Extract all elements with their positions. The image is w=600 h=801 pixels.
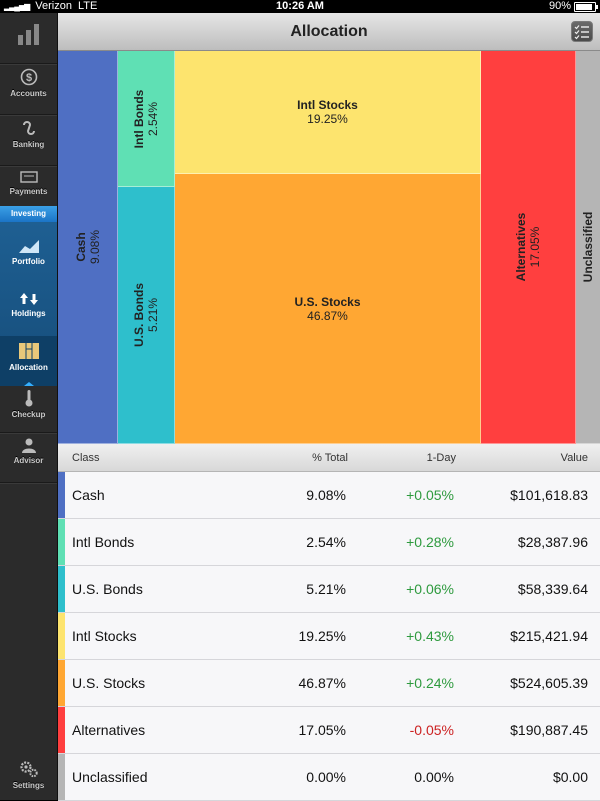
row-pct-total: 9.08%	[306, 487, 346, 503]
network-label: LTE	[77, 0, 98, 12]
row-pct-total: 17.05%	[298, 722, 346, 738]
row-value: $28,387.96	[517, 534, 588, 550]
sidebar-item-settings[interactable]: Settings	[0, 760, 57, 796]
svg-text:$: $	[25, 72, 31, 84]
col-header-class[interactable]: Class	[72, 452, 100, 464]
allocation-treemap: Cash 9.08% Intl Bonds 2.54% U.S. Bonds 5.21…	[58, 51, 600, 444]
treemap-tile-unclassified[interactable]: Unclassified	[576, 51, 600, 444]
treemap-tile-us-bonds[interactable]: U.S. Bonds 5.21%	[118, 187, 175, 444]
row-value: $190,887.45	[510, 722, 588, 738]
page-title: Allocation	[290, 23, 368, 40]
col-header-value[interactable]: Value	[560, 452, 588, 464]
allocation-grid-icon	[18, 343, 39, 359]
row-1-day-change: +0.24%	[406, 675, 454, 691]
sidebar-item-accounts[interactable]: $ Accounts	[0, 68, 57, 112]
col-header-pct-total[interactable]: % Total	[312, 452, 348, 464]
sidebar: $ Accounts Banking Payments Investing Po…	[0, 13, 58, 800]
sidebar-item-holdings[interactable]: Holdings	[0, 284, 57, 332]
nav-bar: Allocation	[58, 13, 600, 51]
status-bar: ▂▃▄▅▆ Verizon LTE 10:26 AM 90%	[0, 0, 600, 13]
row-class: Intl Stocks	[72, 628, 137, 644]
row-class: U.S. Bonds	[72, 581, 143, 597]
payments-icon	[19, 171, 38, 183]
row-1-day-change: +0.43%	[406, 628, 454, 644]
row-pct-total: 0.00%	[306, 769, 346, 785]
sidebar-item-banking[interactable]: Banking	[0, 119, 57, 163]
battery-icon	[574, 1, 598, 12]
table-row[interactable]: U.S. Stocks 46.87% +0.24% $524,605.39	[58, 660, 600, 707]
row-color-swatch	[58, 472, 65, 518]
treemap-tile-us-stocks[interactable]: U.S. Stocks 46.87%	[175, 174, 481, 444]
signal-bars-icon: ▂▃▄▅▆	[4, 2, 30, 11]
person-icon	[21, 438, 36, 453]
bar-chart-logo-icon	[17, 24, 39, 45]
battery-percent: 90%	[548, 0, 571, 12]
list-view-button[interactable]	[571, 21, 593, 42]
col-header-1-day[interactable]: 1-Day	[426, 452, 456, 464]
treemap-tile-intl-bonds[interactable]: Intl Bonds 2.54%	[118, 51, 175, 187]
investing-group: Portfolio Holdings Allocation	[0, 222, 57, 386]
row-color-swatch	[58, 707, 65, 753]
treemap-tile-intl-stocks[interactable]: Intl Stocks 19.25%	[175, 51, 481, 174]
row-value: $58,339.64	[517, 581, 588, 597]
row-value: $101,618.83	[510, 487, 588, 503]
row-color-swatch	[58, 754, 65, 800]
row-color-swatch	[58, 566, 65, 612]
thermometer-icon	[25, 390, 32, 407]
row-pct-total: 5.21%	[306, 581, 346, 597]
row-class: Unclassified	[72, 769, 148, 785]
checklist-icon	[574, 25, 589, 40]
table-header: Class % Total 1-Day Value	[58, 444, 600, 472]
row-1-day-change: +0.06%	[406, 581, 454, 597]
table-row[interactable]: Cash 9.08% +0.05% $101,618.83	[58, 472, 600, 519]
row-value: $0.00	[552, 769, 588, 785]
row-pct-total: 2.54%	[306, 534, 346, 550]
app-logo[interactable]	[0, 21, 57, 63]
row-value: $215,421.94	[510, 628, 588, 644]
dollar-coin-icon: $	[20, 68, 37, 86]
sidebar-item-allocation[interactable]: Allocation	[0, 336, 57, 386]
row-class: Intl Bonds	[72, 534, 135, 550]
row-pct-total: 19.25%	[298, 628, 346, 644]
table-row[interactable]: U.S. Bonds 5.21% +0.06% $58,339.64	[58, 566, 600, 613]
treemap-tile-cash[interactable]: Cash 9.08%	[58, 51, 118, 444]
row-class: Cash	[72, 487, 105, 503]
sidebar-item-checkup[interactable]: Checkup	[0, 387, 57, 431]
row-value: $524,605.39	[510, 675, 588, 691]
row-1-day-change: 0.00%	[414, 769, 454, 785]
row-1-day-change: +0.05%	[406, 487, 454, 503]
area-chart-icon	[18, 240, 39, 253]
sidebar-item-portfolio[interactable]: Portfolio	[0, 232, 57, 280]
active-indicator	[24, 382, 34, 386]
row-1-day-change: +0.28%	[406, 534, 454, 550]
carrier-label: Verizon	[35, 0, 72, 12]
sidebar-item-advisor[interactable]: Advisor	[0, 437, 57, 481]
row-color-swatch	[58, 519, 65, 565]
row-1-day-change: -0.05%	[409, 722, 454, 738]
table-row[interactable]: Alternatives 17.05% -0.05% $190,887.45	[58, 707, 600, 754]
table-row[interactable]: Intl Bonds 2.54% +0.28% $28,387.96	[58, 519, 600, 566]
table-row[interactable]: Unclassified 0.00% 0.00% $0.00	[58, 754, 600, 801]
sidebar-section-investing[interactable]: Investing	[0, 206, 57, 222]
row-class: Alternatives	[72, 722, 146, 738]
row-color-swatch	[58, 660, 65, 706]
row-color-swatch	[58, 613, 65, 659]
clock: 10:26 AM	[276, 0, 324, 12]
row-class: U.S. Stocks	[72, 675, 146, 691]
up-down-arrows-icon	[19, 293, 38, 305]
table-row[interactable]: Intl Stocks 19.25% +0.43% $215,421.94	[58, 613, 600, 660]
gears-icon	[19, 761, 38, 778]
sidebar-item-payments[interactable]: Payments	[0, 170, 57, 206]
allocation-table: Class % Total 1-Day Value Cash 9.08% +0.05…	[58, 444, 600, 801]
treemap-tile-alternatives[interactable]: Alternatives 17.05%	[481, 51, 576, 444]
row-pct-total: 46.87%	[298, 675, 346, 691]
banking-icon	[22, 121, 35, 135]
